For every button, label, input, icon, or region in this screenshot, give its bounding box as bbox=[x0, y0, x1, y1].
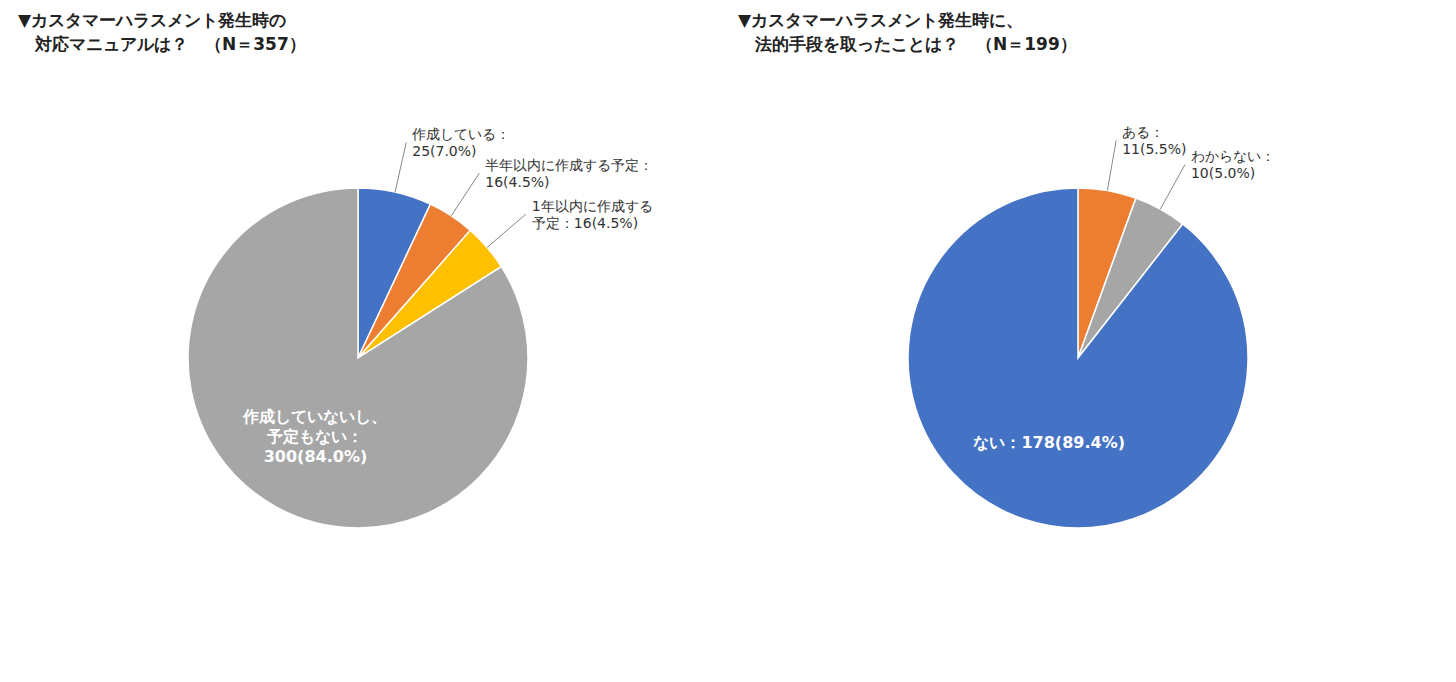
html-text:▼カスタマーハラスメント発生時に、 法的手段を取ったことは？: ▼カスタマーハラスメント発生時に、 法的手段を取ったことは？ （N＝199） bbox=[738, 10, 1077, 54]
html-text:▼カスタマーハラスメント発生時の 対応マニュアルは？ （N＝: ▼カスタマーハラスメント発生時の 対応マニュアルは？ （N＝357） bbox=[18, 10, 306, 54]
svg-text:作成している：25(7.0%): 作成している：25(7.0%) bbox=[411, 126, 510, 159]
svg-text:わからない：10(5.0%): わからない：10(5.0%) bbox=[1191, 148, 1275, 181]
svg-text:1年以内に作成する予定：16(4.5%): 1年以内に作成する予定：16(4.5%) bbox=[532, 198, 653, 231]
svg-text:ある：11(5.5%): ある：11(5.5%) bbox=[1122, 124, 1186, 157]
svg-text:作成していないし、予定もない：300(84.0%): 作成していないし、予定もない：300(84.0%) bbox=[242, 406, 387, 465]
svg-text:半年以内に作成する予定：16(4.5%): 半年以内に作成する予定：16(4.5%) bbox=[485, 157, 653, 190]
svg-text:ない：178(89.4%): ない：178(89.4%) bbox=[973, 432, 1125, 451]
